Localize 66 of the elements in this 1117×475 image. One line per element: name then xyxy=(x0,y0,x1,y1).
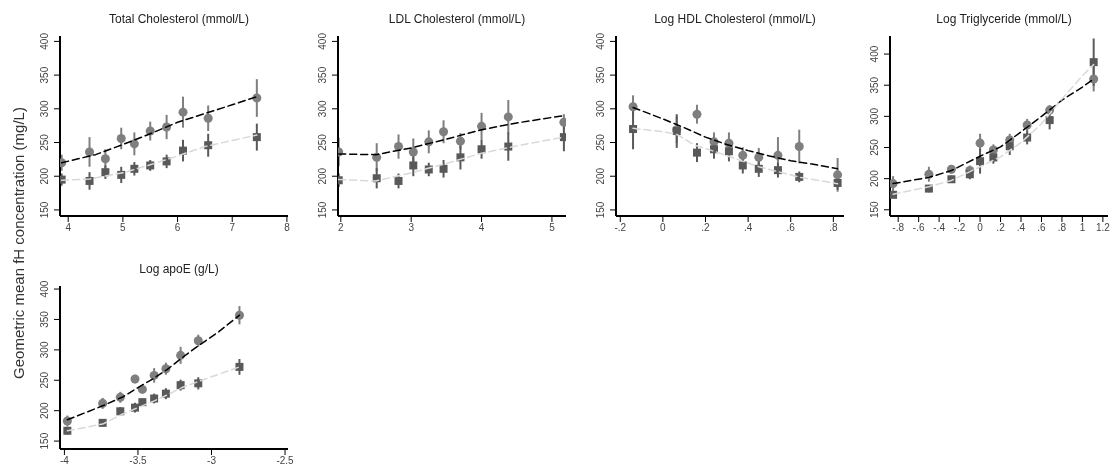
x-tick-label: -.2 xyxy=(614,222,627,234)
x-tick-label: .2 xyxy=(701,222,711,234)
y-tick-label: 400 xyxy=(869,45,880,63)
y-tick-label: 200 xyxy=(595,167,606,185)
y-tick-label: 400 xyxy=(39,32,50,50)
y-tick-label: 300 xyxy=(595,100,606,118)
y-tick-label: 250 xyxy=(317,133,328,151)
y-tick-label: 250 xyxy=(39,133,50,151)
chart-title: Log Triglyceride (mmol/L) xyxy=(935,12,1073,26)
y-tick-label: 200 xyxy=(869,169,880,187)
y-tick-label: 400 xyxy=(39,280,50,298)
x-tick-label: .2 xyxy=(996,222,1006,234)
y-tick-label: 200 xyxy=(317,167,328,185)
x-tick-label: 7 xyxy=(229,222,236,234)
x-tick-label: -3 xyxy=(207,455,217,467)
x-tick-label: -2.5 xyxy=(276,455,295,467)
x-tick-label: -.6 xyxy=(912,222,925,234)
x-tick-label: -.8 xyxy=(892,222,905,234)
y-tick-label: 400 xyxy=(595,32,606,50)
x-tick-label: 8 xyxy=(284,222,291,234)
x-tick-label: -.4 xyxy=(933,222,946,234)
x-tick-label: 2 xyxy=(338,222,345,234)
y-tick-label: 150 xyxy=(595,201,606,219)
y-tick-label: 150 xyxy=(39,432,50,450)
x-tick-label: -.2 xyxy=(953,222,966,234)
x-tick-label: 5 xyxy=(549,222,556,234)
chart-title: LDL Cholesterol (mmol/L) xyxy=(387,12,527,26)
x-tick-label: 1.2 xyxy=(1095,222,1111,234)
x-tick-label: .6 xyxy=(786,222,796,234)
x-tick-label: -4 xyxy=(59,455,70,467)
y-tick-label: 300 xyxy=(869,107,880,125)
x-tick-label: .4 xyxy=(743,222,753,234)
y-tick-label: 250 xyxy=(869,138,880,156)
y-tick-label: 250 xyxy=(39,371,50,389)
x-tick-label: 0 xyxy=(977,222,984,234)
x-tick-label: .4 xyxy=(1016,222,1026,234)
y-tick-label: 300 xyxy=(39,100,50,118)
x-tick-label: 0 xyxy=(660,222,667,234)
x-tick-label: -3.5 xyxy=(129,455,148,467)
y-tick-label: 150 xyxy=(317,201,328,219)
y-tick-label: 350 xyxy=(595,66,606,84)
y-tick-label: 200 xyxy=(39,167,50,185)
y-tick-label: 350 xyxy=(39,310,50,328)
y-tick-label: 350 xyxy=(39,66,50,84)
x-tick-label: .8 xyxy=(1057,222,1067,234)
y-tick-label: 400 xyxy=(317,32,328,50)
y-axis-title: Geometric mean fH concentration (mg/L) xyxy=(9,107,27,379)
y-tick-label: 350 xyxy=(869,76,880,94)
y-tick-label: 300 xyxy=(39,341,50,359)
x-tick-label: .6 xyxy=(1037,222,1047,234)
y-tick-label: 350 xyxy=(317,66,328,84)
x-tick-label: 4 xyxy=(65,222,72,234)
x-tick-label: 3 xyxy=(408,222,415,234)
y-tick-label: 150 xyxy=(39,201,50,219)
x-tick-label: 5 xyxy=(120,222,127,234)
x-tick-label: 6 xyxy=(174,222,181,234)
y-tick-label: 200 xyxy=(39,401,50,420)
chart-title: Total Cholesterol (mmol/L) xyxy=(107,12,250,26)
y-tick-label: 300 xyxy=(317,100,328,118)
x-tick-label: 1 xyxy=(1079,222,1086,234)
x-tick-label: .8 xyxy=(829,222,838,234)
chart-title: Log HDL Cholesterol (mmol/L) xyxy=(653,12,817,26)
x-tick-label: 4 xyxy=(478,222,485,234)
chart-title: Log apoE (g/L) xyxy=(138,262,220,276)
y-tick-label: 150 xyxy=(869,200,880,219)
y-tick-label: 250 xyxy=(595,133,606,151)
